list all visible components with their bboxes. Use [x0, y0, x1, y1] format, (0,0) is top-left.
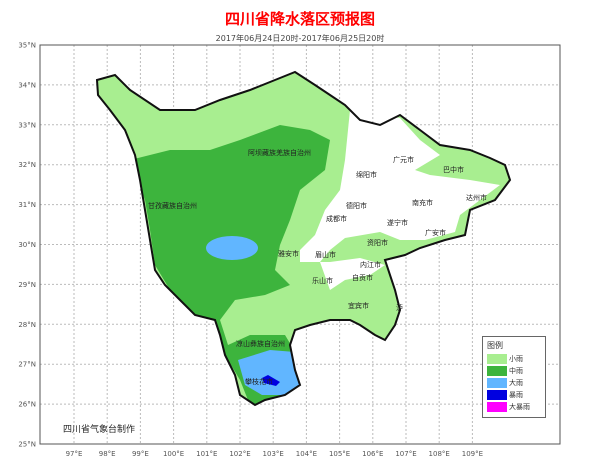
label-meishan: 眉山市: [315, 250, 336, 259]
lat-tick-label: 32°N: [18, 161, 36, 169]
map-subtitle: 2017年06月24日20时-2017年06月25日20时: [215, 34, 385, 43]
label-luzhou: 泸: [396, 303, 403, 312]
lon-tick-label: 105°E: [329, 450, 350, 458]
legend-swatch: [487, 353, 507, 364]
lon-tick-label: 100°E: [163, 450, 184, 458]
label-bazhong: 巴中市: [443, 165, 464, 174]
no-rain-area: [300, 110, 500, 290]
lat-tick-label: 34°N: [18, 81, 36, 89]
lon-tick-label: 104°E: [296, 450, 317, 458]
rainstorm-area: [262, 375, 280, 386]
lat-tick-label: 33°N: [18, 121, 36, 129]
label-yibin: 宜宾市: [348, 301, 369, 310]
legend-item: 中雨: [487, 365, 523, 376]
map-title: 四川省降水落区预报图: [224, 10, 375, 28]
label-nanchong: 南充市: [412, 198, 433, 207]
heavy-rain-area-south: [238, 350, 300, 395]
label-mianyang: 绵阳市: [356, 170, 377, 179]
credit-text: 四川省气象台制作: [63, 425, 136, 435]
label-liangshan: 凉山彝族自治州: [236, 339, 285, 348]
legend-swatch: [487, 389, 507, 400]
lon-tick-label: 106°E: [362, 450, 383, 458]
legend-item: 小雨: [487, 353, 523, 364]
label-dazhou: 达州市: [466, 193, 487, 202]
map-frame: [39, 44, 561, 445]
label-ganzi: 甘孜藏族自治州: [148, 201, 197, 210]
label-deyang: 德阳市: [346, 201, 367, 210]
lat-tick-label: 25°N: [18, 441, 36, 449]
lat-tick-label: 30°N: [18, 241, 36, 249]
legend-swatch: [487, 365, 507, 376]
legend-item: 暴雨: [487, 389, 523, 400]
label-guangyuan: 广元市: [393, 155, 414, 164]
lon-tick-label: 108°E: [429, 450, 450, 458]
lat-tick-label: 35°N: [18, 42, 36, 50]
region-labels: 阿坝藏族羌族自治州 甘孜藏族自治州 凉山彝族自治州 攀枝花市 广元市 巴中市 绵…: [148, 148, 487, 386]
lon-tick-label: 98°E: [99, 450, 116, 458]
lat-tick-label: 28°N: [18, 321, 36, 329]
legend-item: 大暴雨: [487, 401, 530, 412]
lon-tick-label: 102°E: [229, 450, 250, 458]
lon-tick-label: 101°E: [196, 450, 217, 458]
label-guangan: 广安市: [425, 228, 446, 237]
label-aba: 阿坝藏族羌族自治州: [248, 148, 311, 157]
lon-tick-label: 97°E: [66, 450, 83, 458]
lat-tick-label: 31°N: [18, 201, 36, 209]
lat-tick-label: 27°N: [18, 361, 36, 369]
legend-swatch: [487, 377, 507, 388]
moderate-rain-area: [130, 125, 330, 405]
label-zigong: 自贡市: [352, 273, 373, 282]
legend-item: 大雨: [487, 377, 523, 388]
label-suining: 遂宁市: [387, 218, 408, 227]
label-chengdu: 成都市: [326, 214, 347, 223]
lon-tick-label: 109°E: [462, 450, 483, 458]
axis-ticks: 35°N 34°N 33°N 32°N 31°N 30°N 29°N 28°N 27°N 26°N…: [18, 42, 483, 459]
heavy-rain-area: [206, 236, 258, 260]
label-panzhihua: 攀枝花市: [245, 377, 273, 386]
label-neijiang: 内江市: [360, 260, 381, 269]
lon-tick-label: 107°E: [395, 450, 416, 458]
legend-swatch: [487, 401, 507, 412]
legend: 图例 小雨 中雨 大雨 暴雨 大暴雨: [482, 336, 546, 418]
lon-tick-label: 103°E: [263, 450, 284, 458]
label-ziyang: 资阳市: [367, 238, 388, 247]
label-yaan: 雅安市: [278, 249, 299, 258]
legend-title: 图例: [487, 341, 503, 350]
lat-tick-label: 26°N: [18, 401, 36, 409]
label-leshan: 乐山市: [312, 276, 333, 285]
lat-tick-label: 29°N: [18, 281, 36, 289]
lon-tick-label: 99°E: [132, 450, 149, 458]
